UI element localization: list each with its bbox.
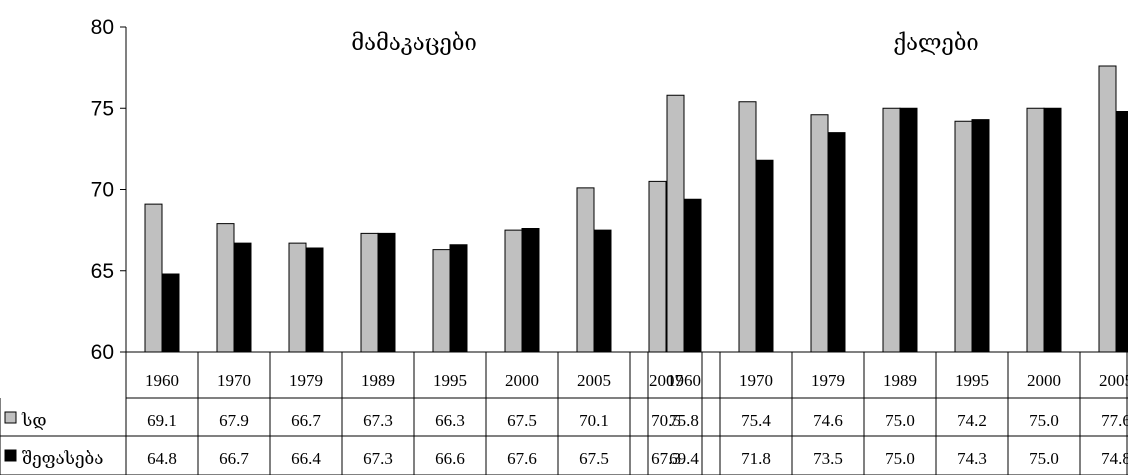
bar-sd: [144, 203, 163, 353]
category-label: 2005: [577, 371, 611, 390]
bar-estimate: [521, 228, 540, 353]
value-cell: 71.8: [741, 449, 771, 468]
category-label: 1989: [361, 371, 395, 390]
value-cell: 75.0: [1029, 449, 1059, 468]
group-title-0: მამაკაცები: [351, 30, 477, 55]
category-label: 2005: [1099, 371, 1128, 390]
bar-estimate: [683, 198, 702, 353]
bar-sd: [432, 249, 451, 353]
category-label: 1995: [433, 371, 467, 390]
value-cell: 75.0: [1029, 411, 1059, 430]
value-cell: 75.0: [885, 449, 915, 468]
category-label: 2000: [505, 371, 539, 390]
bar-estimate: [377, 232, 396, 353]
category-label: 1970: [217, 371, 251, 390]
bar-sd: [954, 120, 973, 353]
value-cell: 74.2: [957, 411, 987, 430]
bar-sd: [576, 187, 595, 353]
legend-swatch: [4, 449, 17, 462]
value-cell: 70.5: [651, 411, 681, 430]
bar-sd: [1026, 107, 1045, 353]
y-tick-label: 80: [91, 16, 114, 39]
category-label: 1979: [289, 371, 323, 390]
bar-estimate: [161, 273, 180, 353]
bar-estimate: [827, 132, 846, 353]
bar-estimate: [755, 159, 774, 353]
bar-sd: [648, 180, 667, 353]
bar-estimate: [899, 107, 918, 353]
y-tick-label: 65: [91, 260, 114, 283]
value-cell: 66.6: [435, 449, 465, 468]
category-label: 1960: [667, 371, 701, 390]
bar-sd: [360, 232, 379, 353]
bar-sd: [216, 223, 235, 353]
value-cell: 66.7: [219, 449, 249, 468]
bar-estimate: [971, 119, 990, 353]
category-label: 1979: [811, 371, 845, 390]
bar-sd: [504, 229, 523, 353]
category-label: 1995: [955, 371, 989, 390]
value-cell: 77.6: [1101, 411, 1128, 430]
legend-swatch: [4, 411, 17, 424]
bar-estimate: [449, 244, 468, 353]
value-cell: 70.1: [579, 411, 609, 430]
value-cell: 66.3: [435, 411, 465, 430]
value-cell: 67.6: [507, 449, 537, 468]
value-cell: 67.5: [507, 411, 537, 430]
value-cell: 64.8: [147, 449, 177, 468]
category-label: 1970: [739, 371, 773, 390]
bar-estimate: [305, 247, 324, 353]
value-cell: 67.5: [579, 449, 609, 468]
value-cell: 75.8: [669, 411, 699, 430]
category-label: 1960: [145, 371, 179, 390]
bar-sd: [666, 94, 685, 353]
bar-estimate: [1115, 111, 1128, 353]
legend-label: შეფასება: [22, 449, 103, 468]
bar-sd: [882, 107, 901, 353]
value-cell: 75.4: [741, 411, 771, 430]
y-tick-label: 60: [91, 341, 114, 364]
legend-label: სდ: [21, 411, 47, 430]
bar-sd: [810, 114, 829, 353]
value-cell: 74.3: [957, 449, 987, 468]
value-cell: 67.3: [651, 449, 681, 468]
value-cell: 67.3: [363, 449, 393, 468]
category-label: 2007: [649, 371, 684, 390]
value-cell: 69.4: [669, 449, 699, 468]
bar-estimate: [233, 242, 252, 353]
value-cell: 69.1: [147, 411, 177, 430]
value-cell: 66.7: [291, 411, 321, 430]
bar-estimate: [593, 229, 612, 353]
category-label: 2000: [1027, 371, 1061, 390]
bar-sd: [1098, 65, 1117, 353]
value-cell: 73.5: [813, 449, 843, 468]
bar-estimate: [1043, 107, 1062, 353]
value-cell: 67.9: [219, 411, 249, 430]
value-cell: 66.4: [291, 449, 321, 468]
y-tick-label: 75: [91, 97, 114, 120]
value-cell: 75.0: [885, 411, 915, 430]
group-title-1: ქალები: [893, 30, 978, 55]
y-tick-label: 70: [91, 179, 114, 202]
value-cell: 67.3: [363, 411, 393, 430]
category-label: 1989: [883, 371, 917, 390]
bar-sd: [288, 242, 307, 353]
bar-sd: [738, 101, 757, 353]
value-cell: 74.6: [813, 411, 843, 430]
value-cell: 74.8: [1101, 449, 1128, 468]
